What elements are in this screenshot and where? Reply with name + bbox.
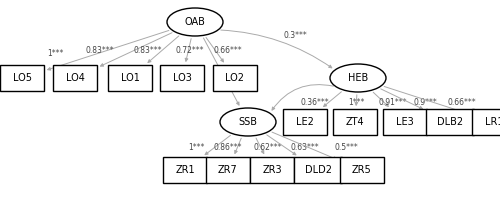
Bar [213, 65, 257, 91]
Bar [283, 109, 327, 135]
Bar [472, 109, 500, 135]
Text: LO3: LO3 [172, 73, 192, 83]
Ellipse shape [167, 8, 223, 36]
Text: 0.09: 0.09 [230, 84, 246, 93]
Text: 0.66***: 0.66*** [448, 98, 476, 107]
Text: DLB2: DLB2 [437, 117, 463, 127]
Text: 1***: 1*** [188, 143, 204, 152]
Bar [426, 109, 474, 135]
Text: 0.83***: 0.83*** [134, 46, 162, 55]
Text: LO4: LO4 [66, 73, 84, 83]
Text: LO5: LO5 [12, 73, 32, 83]
Text: ZR5: ZR5 [352, 165, 372, 175]
Text: 1***: 1*** [47, 48, 63, 58]
Text: 1***: 1*** [348, 98, 364, 107]
Bar [383, 109, 427, 135]
Bar [206, 157, 250, 183]
Text: DLD2: DLD2 [304, 165, 332, 175]
Text: ZR7: ZR7 [218, 165, 238, 175]
Bar [0, 65, 44, 91]
Text: 0.86***: 0.86*** [214, 143, 242, 152]
Text: LO1: LO1 [120, 73, 140, 83]
Text: 0.36***: 0.36*** [300, 98, 330, 107]
Text: 0.3***: 0.3*** [283, 31, 307, 40]
Text: OAB: OAB [184, 17, 206, 27]
Text: 0.51***: 0.51*** [478, 111, 500, 120]
Text: ZR3: ZR3 [262, 165, 282, 175]
Bar [163, 157, 207, 183]
Text: 0.91***: 0.91*** [379, 98, 407, 107]
Ellipse shape [220, 108, 276, 136]
Bar [294, 157, 342, 183]
Ellipse shape [330, 64, 386, 92]
Bar [340, 157, 384, 183]
Text: 0.83***: 0.83*** [86, 46, 114, 55]
Bar [250, 157, 294, 183]
Text: LE2: LE2 [296, 117, 314, 127]
Text: LE3: LE3 [396, 117, 414, 127]
Text: 0.9***: 0.9*** [413, 98, 437, 107]
Text: HEB: HEB [348, 73, 368, 83]
Bar [108, 65, 152, 91]
Bar [53, 65, 97, 91]
Text: LR1: LR1 [485, 117, 500, 127]
Text: 0.72***: 0.72*** [176, 46, 204, 55]
Text: ZT4: ZT4 [346, 117, 364, 127]
Text: 0.66***: 0.66*** [214, 46, 242, 55]
Text: SSB: SSB [238, 117, 258, 127]
Text: ZR1: ZR1 [175, 165, 195, 175]
Text: LO2: LO2 [226, 73, 244, 83]
Text: 0.5***: 0.5*** [334, 143, 358, 152]
Text: 0.63***: 0.63*** [290, 143, 320, 152]
Text: 0.62***: 0.62*** [254, 143, 282, 152]
Bar [333, 109, 377, 135]
Bar [160, 65, 204, 91]
